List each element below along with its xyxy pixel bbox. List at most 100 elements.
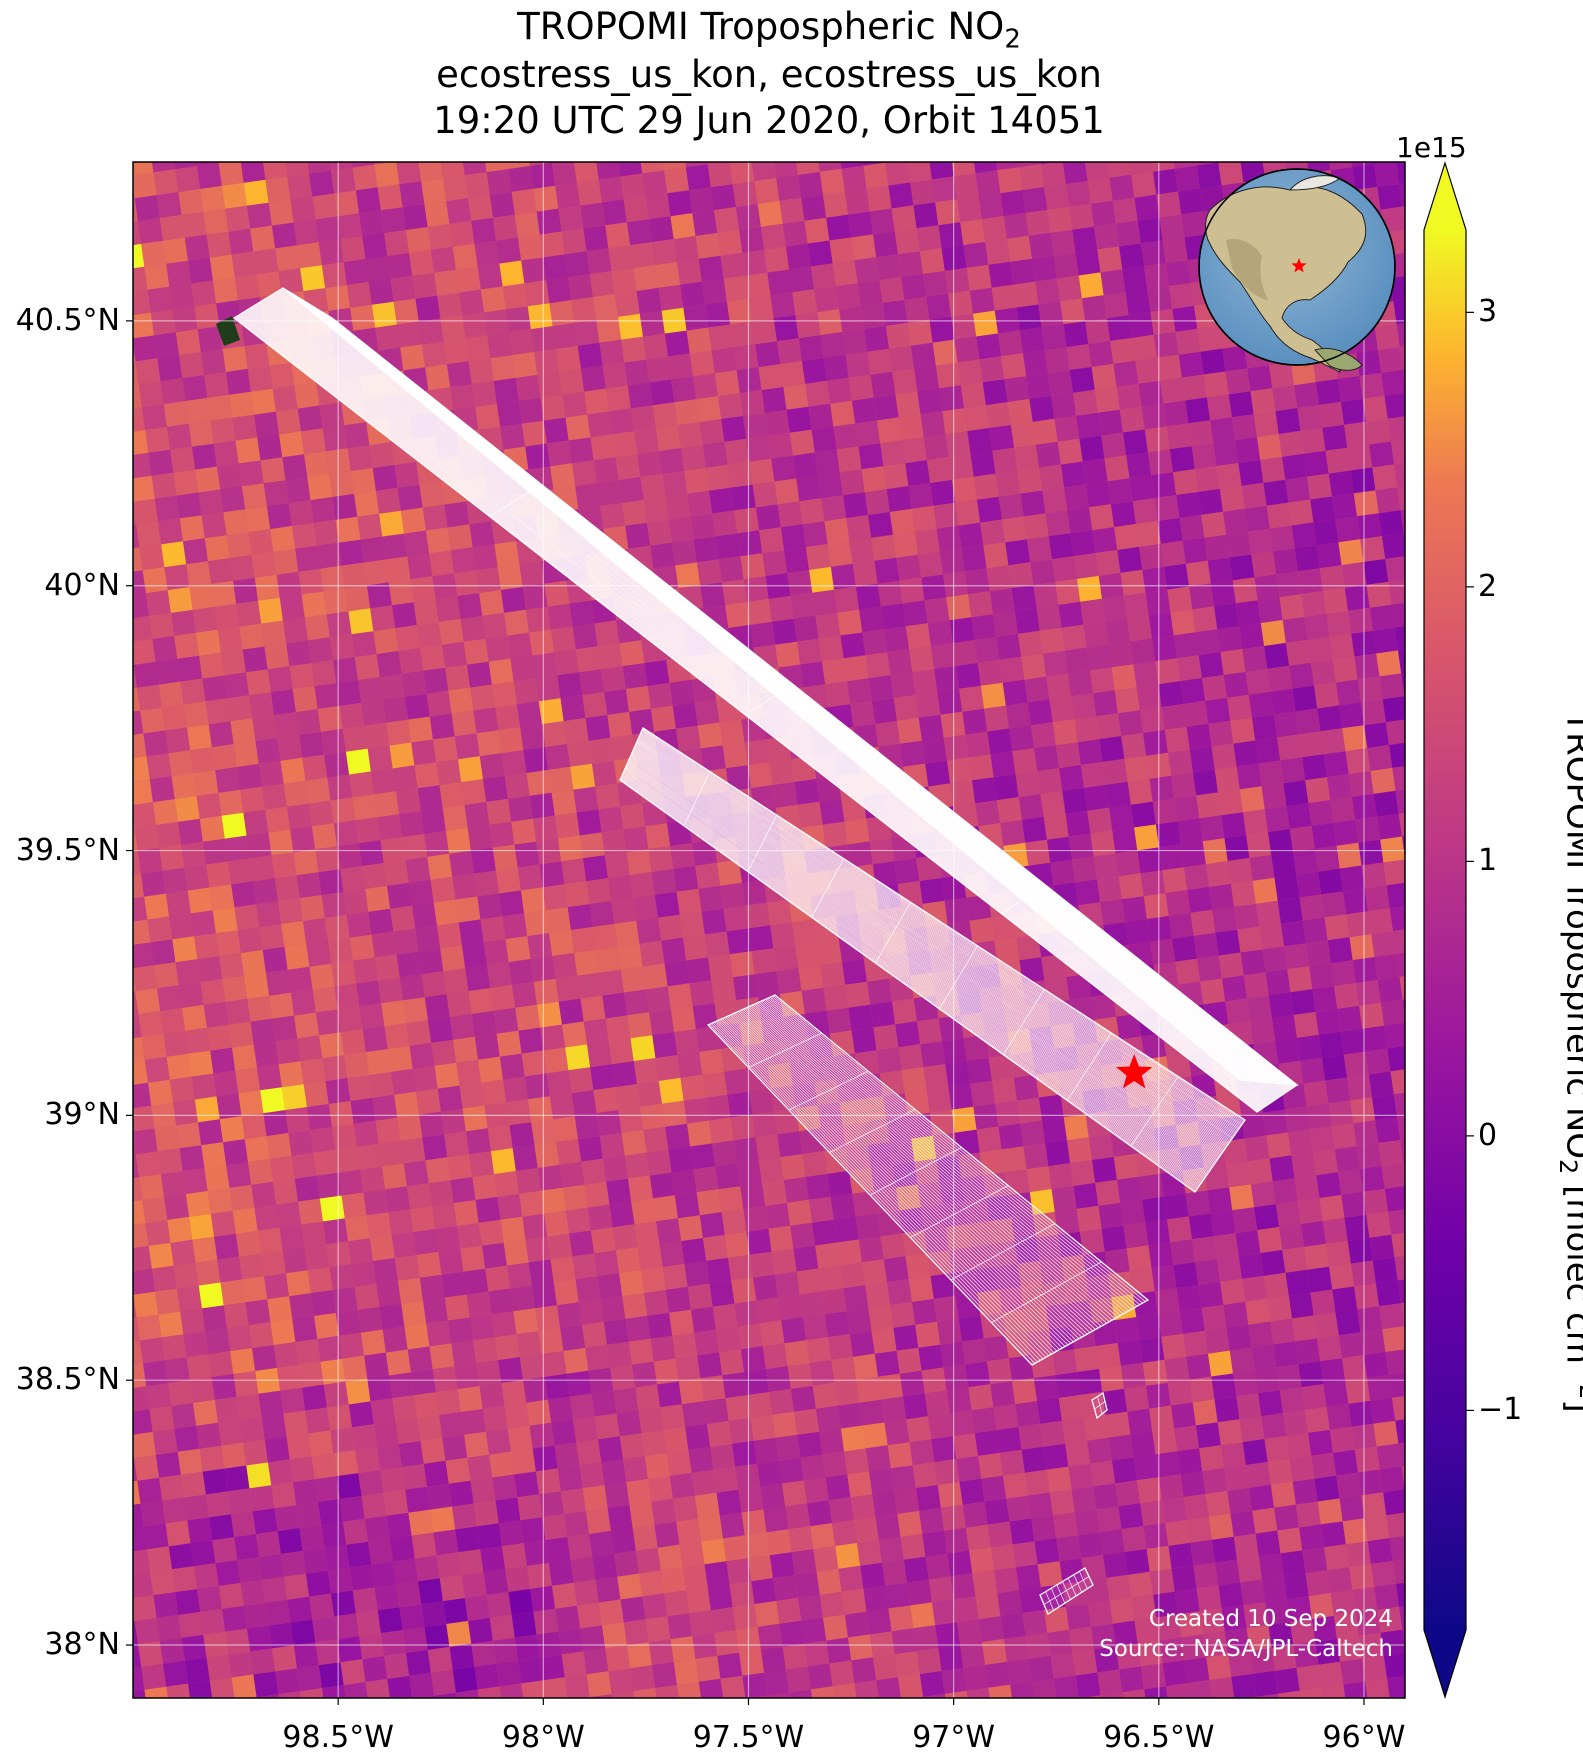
- no2-pixel: [1247, 1696, 1257, 1698]
- no2-pixel: [1105, 1411, 1131, 1438]
- no2-pixel: [337, 1006, 363, 1033]
- no2-pixel: [654, 1521, 680, 1548]
- no2-pixel: [1199, 1445, 1225, 1472]
- no2-pixel: [1012, 1378, 1037, 1405]
- no2-pixel: [975, 170, 1001, 197]
- no2-pixel: [196, 163, 222, 189]
- no2-pixel: [715, 1326, 741, 1353]
- no2-pixel: [1147, 286, 1173, 312]
- no2-pixel: [445, 1457, 471, 1484]
- no2-pixel: [977, 659, 1003, 686]
- no2-pixel: [530, 162, 556, 189]
- no2-pixel: [420, 808, 446, 834]
- no2-pixel: [649, 1009, 675, 1036]
- no2-pixel: [748, 295, 774, 322]
- no2-pixel: [1050, 1652, 1076, 1679]
- no2-pixel: [620, 173, 646, 200]
- no2-pixel: [1134, 1617, 1160, 1644]
- swath-mesh-line: [622, 774, 1201, 1186]
- no2-pixel: [1203, 1631, 1229, 1658]
- no2-pixel: [412, 272, 438, 299]
- no2-pixel: [1366, 1211, 1392, 1238]
- no2-pixel: [133, 1294, 137, 1319]
- no2-pixel: [345, 585, 371, 612]
- no2-pixel: [1205, 697, 1231, 724]
- no2-pixel: [93, 691, 118, 717]
- no2-pixel: [876, 1677, 902, 1698]
- no2-pixel: [383, 1489, 409, 1516]
- no2-pixel: [813, 123, 838, 149]
- no2-pixel: [754, 178, 780, 204]
- no2-pixel: [350, 468, 376, 494]
- no2-pixel: [1143, 893, 1169, 919]
- no2-pixel: [1205, 1490, 1231, 1517]
- no2-pixel: [521, 420, 547, 447]
- no2-pixel: [135, 1151, 161, 1178]
- no2-pixel: [133, 850, 141, 875]
- no2-pixel: [1093, 853, 1119, 880]
- no2-pixel: [373, 1421, 399, 1448]
- no2-pixel: [964, 568, 990, 595]
- no2-pixel: [1061, 624, 1087, 651]
- no2-pixel: [133, 547, 143, 572]
- no2-pixel: [1398, 812, 1405, 837]
- no2-pixel: [550, 626, 576, 653]
- no2-pixel: [360, 1329, 386, 1356]
- no2-pixel: [363, 1189, 389, 1216]
- no2-pixel: [1144, 1686, 1168, 1698]
- no2-pixel: [569, 600, 595, 627]
- no2-pixel: [436, 759, 462, 786]
- no2-pixel: [1353, 1120, 1379, 1147]
- no2-pixel: [1128, 1571, 1154, 1598]
- no2-pixel: [885, 322, 911, 349]
- no2-pixel: [1377, 976, 1403, 1003]
- no2-pixel: [931, 1436, 957, 1463]
- no2-pixel: [1189, 746, 1215, 773]
- no2-pixel: [909, 1439, 935, 1466]
- no2-pixel: [945, 431, 971, 457]
- no2-pixel: [872, 1491, 898, 1517]
- no2-pixel: [943, 571, 968, 598]
- no2-pixel: [1181, 1634, 1207, 1661]
- no2-pixel: [899, 577, 925, 604]
- no2-pixel: [749, 1088, 775, 1115]
- no2-pixel: [355, 1447, 381, 1474]
- no2-pixel: [206, 231, 232, 258]
- no2-pixel: [1262, 1576, 1287, 1603]
- no2-pixel: [133, 638, 156, 665]
- no2-pixel: [1123, 592, 1149, 619]
- no2-pixel: [1373, 627, 1398, 654]
- no2-pixel: [491, 1311, 517, 1338]
- no2-pixel: [259, 924, 285, 950]
- no2-pixel: [600, 666, 626, 693]
- no2-pixel: [1040, 1420, 1066, 1447]
- no2-pixel: [314, 683, 340, 709]
- no2-pixel: [308, 637, 333, 664]
- no2-pixel: [996, 1427, 1022, 1453]
- no2-pixel: [1175, 958, 1201, 985]
- no2-pixel: [1149, 1405, 1175, 1432]
- no2-pixel: [1171, 1565, 1197, 1592]
- no2-pixel: [913, 1625, 939, 1652]
- no2-pixel: [979, 356, 1005, 383]
- no2-pixel: [590, 1064, 616, 1091]
- no2-pixel: [218, 1583, 244, 1609]
- no2-pixel: [133, 1503, 144, 1529]
- no2-pixel: [1149, 1568, 1175, 1595]
- no2-pixel: [1392, 1395, 1405, 1421]
- no2-pixel: [629, 708, 655, 735]
- no2-pixel: [418, 162, 443, 182]
- no2-pixel: [1189, 583, 1215, 610]
- no2-pixel: [494, 1171, 520, 1197]
- no2-pixel: [514, 1471, 540, 1498]
- no2-pixel: [205, 698, 231, 725]
- no2-pixel: [669, 1309, 695, 1336]
- no2-pixel: [648, 1476, 673, 1502]
- no2-pixel: [700, 1375, 726, 1402]
- no2-pixel: [918, 1344, 944, 1371]
- no2-pixel: [560, 1488, 586, 1515]
- no2-pixel: [901, 437, 927, 464]
- no2-pixel: [692, 210, 718, 236]
- no2-pixel: [1170, 1402, 1196, 1429]
